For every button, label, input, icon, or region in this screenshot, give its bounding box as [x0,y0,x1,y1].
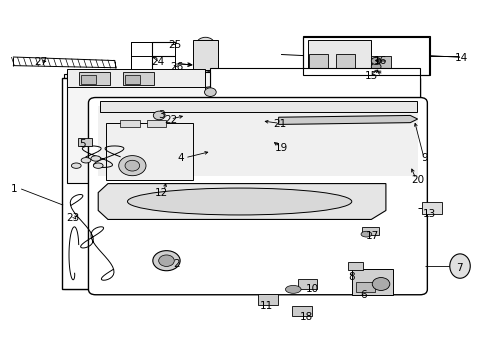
Text: 20: 20 [410,175,423,185]
Bar [303,36,429,75]
Bar [361,226,378,234]
Circle shape [195,59,213,72]
Text: 14: 14 [454,53,467,63]
Bar [64,74,212,289]
Text: 1: 1 [11,184,18,194]
Bar [335,54,354,69]
Text: 9: 9 [421,153,427,163]
Bar [307,40,370,72]
Circle shape [119,156,146,176]
Bar [347,262,363,270]
Bar [122,72,154,85]
Bar [258,294,277,305]
Bar [66,72,210,183]
Text: 7: 7 [455,263,462,273]
Ellipse shape [71,163,81,168]
Bar [246,135,271,144]
Bar [98,107,417,176]
Text: 24: 24 [151,57,164,67]
Bar [210,68,419,183]
Text: 18: 18 [300,312,313,322]
Ellipse shape [449,254,469,278]
Circle shape [370,63,380,70]
Text: 23: 23 [66,213,80,222]
Circle shape [153,111,164,120]
Circle shape [370,57,380,64]
Bar [246,108,264,123]
Polygon shape [278,116,417,125]
Bar [105,123,193,180]
Bar [355,282,374,292]
Bar [298,279,316,289]
Ellipse shape [360,231,371,237]
Text: 3: 3 [158,111,164,121]
Bar [147,121,166,127]
Bar [422,202,441,214]
Ellipse shape [285,285,301,293]
Bar [78,138,92,145]
Bar [303,37,428,75]
Circle shape [204,88,216,96]
Circle shape [158,255,174,266]
Ellipse shape [93,163,103,168]
Polygon shape [98,184,385,220]
Circle shape [227,115,237,122]
Text: 21: 21 [272,120,285,129]
FancyBboxPatch shape [88,98,427,295]
Bar [125,75,140,84]
Bar [61,78,419,289]
Circle shape [371,278,389,291]
Text: 13: 13 [422,209,435,219]
Bar [81,75,96,84]
Bar [79,72,110,85]
Ellipse shape [91,156,101,161]
Bar [292,306,311,316]
Bar [370,56,390,69]
Circle shape [153,251,180,271]
Text: 25: 25 [168,40,182,50]
Ellipse shape [81,158,91,163]
Bar [120,121,140,127]
Circle shape [196,37,214,50]
Circle shape [125,160,140,171]
Text: 8: 8 [348,272,354,282]
Text: 2: 2 [173,259,179,269]
Bar [131,41,175,71]
Text: 6: 6 [360,291,366,301]
Bar [100,101,416,112]
Text: 4: 4 [178,153,184,163]
Text: 5: 5 [79,139,86,149]
Text: 12: 12 [155,188,168,198]
Bar [206,144,216,155]
Text: 10: 10 [305,284,319,294]
Bar [308,54,328,69]
Text: 16: 16 [373,56,386,66]
Text: 17: 17 [365,231,378,240]
Text: 27: 27 [34,57,47,67]
Text: 19: 19 [274,143,287,153]
Bar [66,69,205,87]
Text: 15: 15 [364,71,377,81]
Bar [401,161,414,167]
Bar [351,269,392,296]
Text: 11: 11 [259,301,272,311]
Circle shape [245,107,255,114]
Text: 22: 22 [163,115,177,125]
Ellipse shape [127,188,351,215]
Bar [193,40,217,69]
Text: 26: 26 [170,62,183,72]
